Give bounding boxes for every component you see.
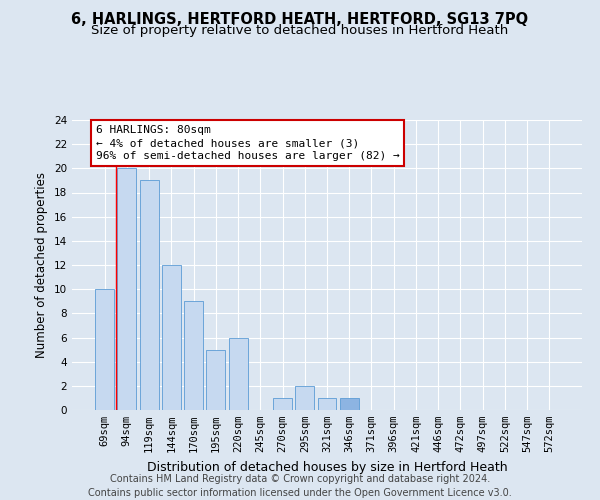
Text: Size of property relative to detached houses in Hertford Heath: Size of property relative to detached ho… <box>91 24 509 37</box>
Text: Contains HM Land Registry data © Crown copyright and database right 2024.
Contai: Contains HM Land Registry data © Crown c… <box>88 474 512 498</box>
Bar <box>273 398 292 410</box>
X-axis label: Distribution of detached houses by size in Hertford Heath: Distribution of detached houses by size … <box>146 460 508 473</box>
Bar <box>317 398 337 410</box>
Bar <box>229 338 248 410</box>
Bar <box>295 386 314 410</box>
Y-axis label: Number of detached properties: Number of detached properties <box>35 172 49 358</box>
Bar <box>184 301 203 410</box>
Bar <box>140 180 158 410</box>
Bar <box>340 398 359 410</box>
Bar <box>118 168 136 410</box>
Text: 6 HARLINGS: 80sqm
← 4% of detached houses are smaller (3)
96% of semi-detached h: 6 HARLINGS: 80sqm ← 4% of detached house… <box>96 125 400 161</box>
Text: 6, HARLINGS, HERTFORD HEATH, HERTFORD, SG13 7PQ: 6, HARLINGS, HERTFORD HEATH, HERTFORD, S… <box>71 12 529 28</box>
Bar <box>95 289 114 410</box>
Bar <box>206 350 225 410</box>
Bar <box>162 265 181 410</box>
